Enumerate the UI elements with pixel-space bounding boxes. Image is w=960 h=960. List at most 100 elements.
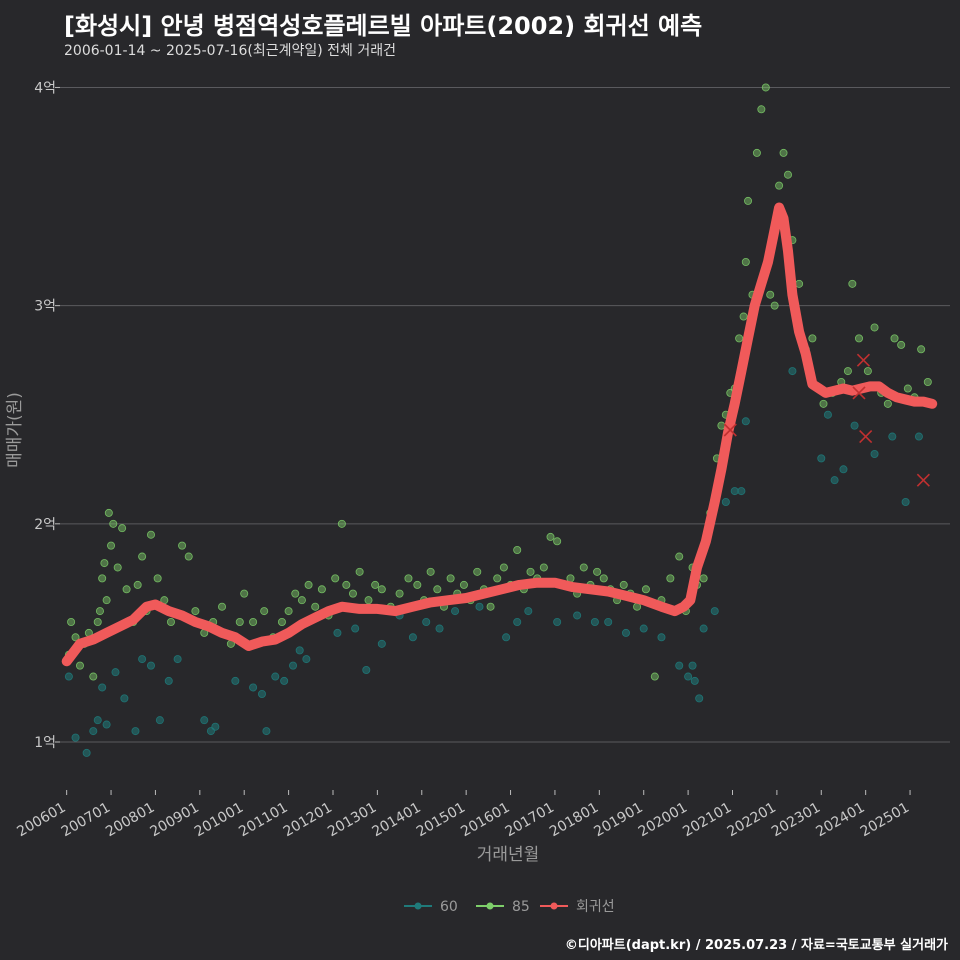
x-tick-label: 201901 [591,800,645,841]
data-point-60 [93,716,102,725]
legend: 60 85 회귀선 [404,899,615,915]
data-point-85 [650,672,659,681]
legend-dot-2 [550,902,558,910]
data-point-60 [914,432,923,441]
data-point-85 [897,340,906,349]
regression-line-group [61,202,938,667]
data-point-85 [337,519,346,528]
x-tick-label: 201601 [458,800,512,841]
x-axis-label: 거래년월 [477,845,540,865]
source-caption: ©디아파트(dapt.kr) / 2025.07.23 / 자료=국토교통부 실… [564,938,948,953]
data-point-85 [783,170,792,179]
data-point-85 [235,618,244,627]
data-point-85 [109,519,118,528]
data-point-85 [297,596,306,605]
data-point-85 [870,323,879,332]
data-point-60 [262,727,271,736]
data-point-60 [257,690,266,699]
data-point-60 [295,646,304,655]
data-point-60 [502,633,511,642]
x-tick-label: 201201 [281,800,335,841]
data-point-85 [526,567,535,576]
data-point-60 [699,624,708,633]
data-point-85 [89,672,98,681]
outlier-marker [916,473,930,487]
data-point-60 [730,487,739,496]
data-point-60 [524,607,533,616]
data-point-85 [863,367,872,376]
data-point-85 [153,574,162,583]
data-point-85 [426,567,435,576]
data-point-85 [146,530,155,539]
chart-subtitle: 2006-01-14 ~ 2025-07-16(최근계약일) 전체 거래건 [64,43,396,59]
data-point-85 [890,334,899,343]
data-point-60 [695,694,704,703]
y-tick-label: 4억 [34,80,56,96]
data-point-85 [102,596,111,605]
data-point-60 [200,716,209,725]
regression-line [61,202,938,667]
data-point-85 [513,546,522,555]
data-point-85 [284,607,293,616]
data-point-60 [513,618,522,627]
data-point-85 [355,567,364,576]
data-point-85 [178,541,187,550]
data-point-60 [675,661,684,670]
x-tick-label: 202101 [680,800,734,841]
data-point-85 [493,574,502,583]
data-point-85 [917,345,926,354]
x-tick-label: 200601 [14,800,68,841]
data-point-85 [260,607,269,616]
y-tick-label: 1억 [34,735,56,751]
data-point-85 [107,541,116,550]
data-point-85 [249,618,258,627]
data-point-85 [371,580,380,589]
data-point-85 [808,334,817,343]
data-point-60 [788,367,797,376]
data-point-85 [843,367,852,376]
data-point-60 [850,421,859,430]
chart-title: [화성시] 안녕 병점역성호플레르빌 아파트(2002) 회귀선 예측 [64,12,703,40]
data-point-85 [100,559,109,568]
data-point-85 [122,585,131,594]
data-point-60 [839,465,848,474]
data-point-60 [408,633,417,642]
data-point-85 [539,563,548,572]
data-point-85 [446,574,455,583]
data-point-60 [475,602,484,611]
data-point-60 [138,655,147,664]
data-point-85 [499,563,508,572]
data-point-85 [675,552,684,561]
data-point-60 [155,716,164,725]
data-point-60 [823,410,832,419]
data-point-85 [855,334,864,343]
data-point-85 [184,552,193,561]
data-point-60 [131,727,140,736]
x-tick-label: 201001 [192,800,246,841]
x-tick-label: 202201 [725,800,779,841]
data-point-85 [735,334,744,343]
data-point-60 [741,417,750,426]
data-point-60 [870,449,879,458]
data-point-85 [752,148,761,157]
data-point-85 [883,399,892,408]
data-point-85 [486,602,495,611]
data-point-60 [98,683,107,692]
data-point-85 [923,377,932,386]
series-60-points [64,367,923,757]
data-point-85 [599,574,608,583]
y-tick-label: 2억 [34,517,56,533]
data-point-85 [761,83,770,92]
y-tick-label: 3억 [34,299,56,315]
data-point-60 [830,476,839,485]
data-point-60 [111,668,120,677]
x-tick-label: 202501 [858,800,912,841]
data-point-60 [553,618,562,627]
data-point-85 [291,589,300,598]
data-point-85 [138,552,147,561]
y-axis-ticks: 1억 2억 3억 4억 [34,80,60,751]
data-point-85 [348,589,357,598]
data-point-60 [351,624,360,633]
data-point-85 [666,574,675,583]
data-point-85 [546,532,555,541]
